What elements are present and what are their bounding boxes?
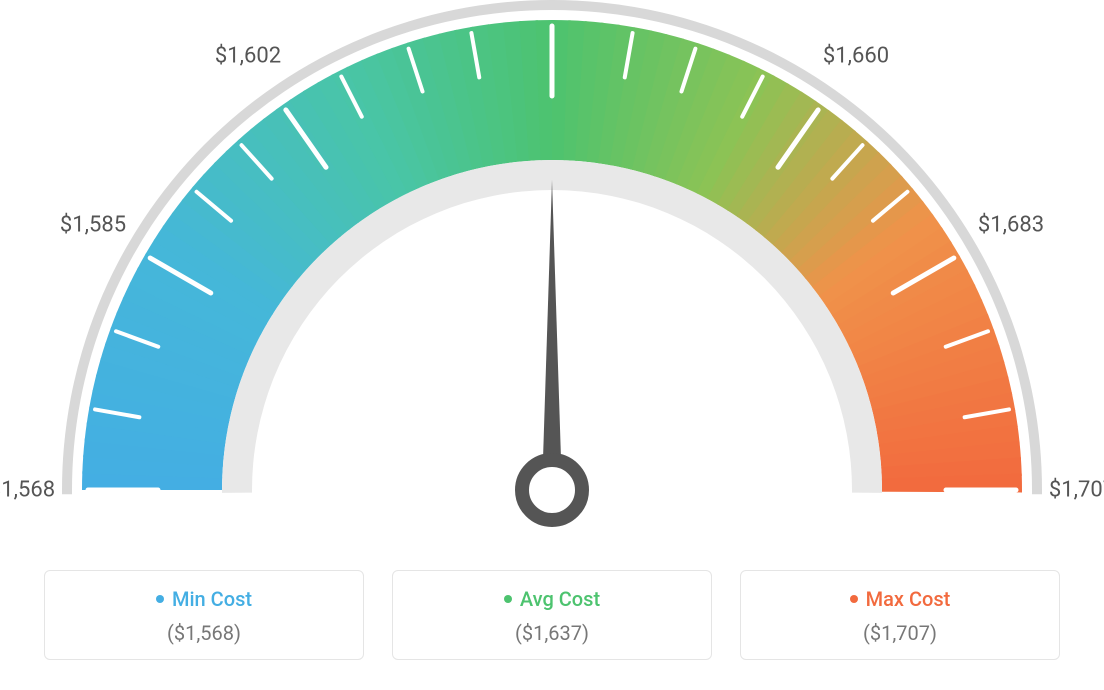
gauge-tick-label: $1,660 [823,43,889,68]
legend-title-max: Max Cost [741,587,1059,611]
legend-row: Min Cost ($1,568) Avg Cost ($1,637) Max … [0,570,1104,660]
gauge-tick-label: $1,585 [60,213,126,238]
gauge-tick-label: $1,683 [978,213,1044,238]
legend-dot-min [156,595,164,603]
legend-value-avg: ($1,637) [393,621,711,645]
legend-value-min: ($1,568) [45,621,363,645]
legend-dot-avg [504,595,512,603]
legend-title-min: Min Cost [45,587,363,611]
legend-card-max: Max Cost ($1,707) [740,570,1060,660]
gauge-chart [0,0,1104,560]
gauge-container: $1,568$1,585$1,602$1,637$1,660$1,683$1,7… [0,0,1104,560]
gauge-tick-label: $1,707 [1049,478,1104,503]
legend-dot-max [850,595,858,603]
legend-card-avg: Avg Cost ($1,637) [392,570,712,660]
legend-label-avg: Avg Cost [520,587,600,611]
legend-title-avg: Avg Cost [393,587,711,611]
legend-label-min: Min Cost [172,587,252,611]
gauge-tick-label: $1,602 [215,43,281,68]
gauge-tick-label: $1,568 [0,478,55,503]
legend-card-min: Min Cost ($1,568) [44,570,364,660]
legend-label-max: Max Cost [866,587,951,611]
legend-value-max: ($1,707) [741,621,1059,645]
